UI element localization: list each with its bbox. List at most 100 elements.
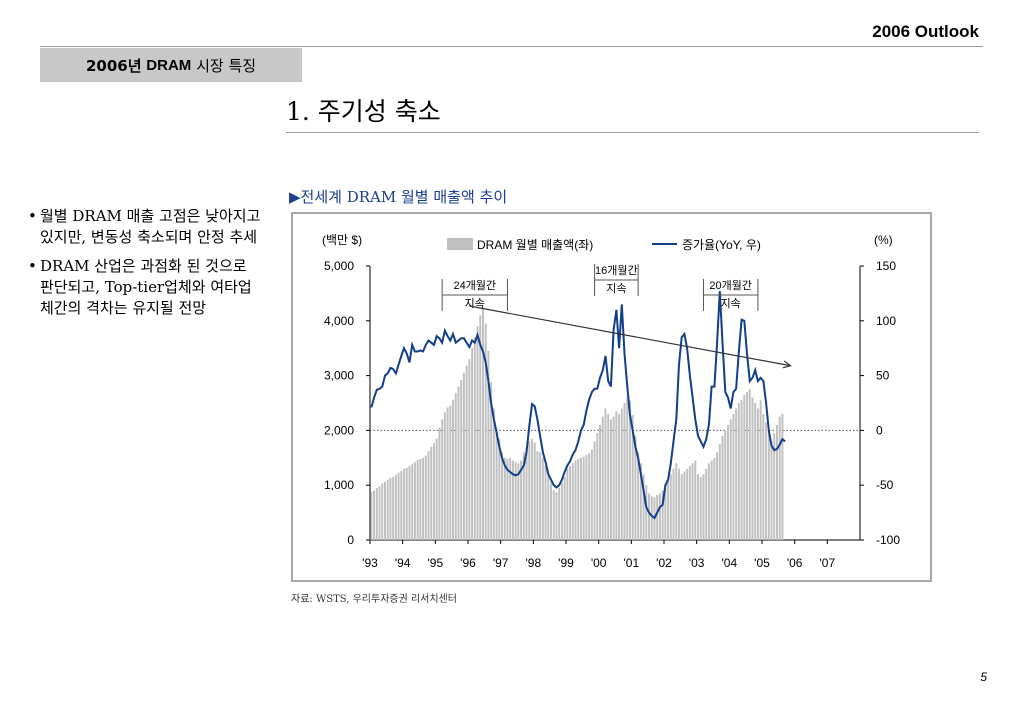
sales-bar bbox=[642, 474, 645, 540]
sales-bar bbox=[541, 457, 544, 540]
sales-bar bbox=[386, 479, 389, 540]
sales-bar bbox=[520, 460, 523, 540]
section-tab: 2006년 DRAM 시장 특징 bbox=[40, 48, 302, 82]
x-axis-tick-label: '01 bbox=[624, 556, 640, 570]
annotation-sublabel: 지속 bbox=[721, 297, 741, 310]
right-axis-tick-label: -100 bbox=[876, 533, 900, 547]
sales-bar bbox=[582, 456, 585, 540]
sales-bar bbox=[593, 441, 596, 540]
sales-bar bbox=[471, 348, 474, 540]
sales-bar bbox=[781, 413, 784, 540]
sales-bar bbox=[571, 463, 574, 540]
sales-bar bbox=[452, 399, 455, 540]
right-axis-unit: (%) bbox=[874, 233, 893, 247]
sales-bar bbox=[770, 441, 773, 540]
x-axis-tick-label: '97 bbox=[493, 556, 509, 570]
sales-bar bbox=[495, 427, 498, 540]
sales-bar bbox=[446, 407, 449, 540]
sales-bar bbox=[743, 394, 746, 540]
right-axis-tick-label: -50 bbox=[876, 478, 894, 492]
sales-bar bbox=[473, 337, 476, 540]
sales-bar bbox=[634, 435, 637, 540]
sales-bar bbox=[454, 393, 457, 540]
sales-bar bbox=[639, 463, 642, 540]
sales-bar bbox=[626, 397, 629, 540]
sales-bar bbox=[607, 413, 610, 540]
sales-bar bbox=[618, 413, 621, 540]
legend-label-sales: DRAM 월별 매출액(좌) bbox=[477, 238, 593, 252]
sales-bar bbox=[680, 474, 683, 540]
sales-bar bbox=[620, 408, 623, 540]
sales-bar bbox=[566, 468, 569, 540]
sales-bar bbox=[590, 449, 593, 540]
sales-bar bbox=[522, 452, 525, 540]
chart-frame bbox=[291, 212, 932, 582]
sales-bar bbox=[699, 476, 702, 540]
sales-bar bbox=[503, 457, 506, 540]
sales-bar bbox=[658, 493, 661, 540]
sales-bar bbox=[702, 474, 705, 540]
sales-bar bbox=[707, 463, 710, 540]
sales-bar bbox=[574, 460, 577, 540]
sales-bar bbox=[389, 478, 392, 540]
x-axis-tick-label: '98 bbox=[526, 556, 542, 570]
left-axis-unit: (백만 $) bbox=[322, 233, 362, 247]
sales-bar bbox=[424, 455, 427, 540]
right-axis-tick-label: 100 bbox=[876, 314, 896, 328]
x-axis-tick-label: '94 bbox=[395, 556, 411, 570]
section-tab-bold: DRAM bbox=[146, 56, 192, 74]
right-axis-tick-label: 150 bbox=[876, 259, 896, 273]
sales-bar bbox=[716, 452, 719, 540]
sales-bar bbox=[726, 424, 729, 540]
sales-bar bbox=[677, 468, 680, 540]
sales-bar bbox=[612, 416, 615, 540]
sales-bar bbox=[397, 472, 400, 540]
x-axis-tick-label: '00 bbox=[591, 556, 607, 570]
sales-bar bbox=[501, 452, 504, 540]
sales-bar bbox=[511, 460, 514, 540]
sales-bar bbox=[498, 438, 501, 540]
section-tab-rest: 시장 특징 bbox=[196, 56, 257, 75]
page-title: 1. 주기성 축소 bbox=[286, 97, 441, 126]
sales-bar bbox=[419, 458, 422, 540]
sales-bar bbox=[457, 386, 460, 540]
x-axis-tick-label: '03 bbox=[689, 556, 705, 570]
x-axis-tick-label: '93 bbox=[362, 556, 378, 570]
annotation-sublabel: 지속 bbox=[465, 297, 485, 310]
sales-bar bbox=[672, 468, 675, 540]
sales-bar bbox=[688, 466, 691, 540]
sales-bar bbox=[383, 481, 386, 540]
left-axis-tick-label: 0 bbox=[347, 533, 354, 547]
sales-bar bbox=[686, 468, 689, 540]
sales-bar bbox=[381, 483, 384, 540]
sales-bar bbox=[609, 419, 612, 540]
sales-bar bbox=[669, 474, 672, 540]
sales-bar bbox=[724, 430, 727, 540]
sales-bar bbox=[650, 496, 653, 540]
annotation-sublabel: 지속 bbox=[606, 282, 626, 295]
sales-bar bbox=[732, 413, 735, 540]
sales-bar bbox=[604, 408, 607, 540]
sales-bar bbox=[547, 475, 550, 540]
sales-bar bbox=[656, 495, 659, 540]
x-axis-tick-label: '07 bbox=[820, 556, 836, 570]
sales-bar bbox=[637, 452, 640, 540]
sales-bar bbox=[435, 438, 438, 540]
left-axis-tick-label: 3,000 bbox=[324, 369, 354, 383]
sales-bar bbox=[713, 457, 716, 540]
sales-bar bbox=[438, 427, 441, 540]
sales-bar bbox=[517, 463, 520, 540]
sales-bar bbox=[405, 467, 408, 540]
sales-bar bbox=[615, 411, 618, 540]
right-axis-tick-label: 0 bbox=[876, 423, 883, 437]
legend-label-growth: 증가율(YoY, 우) bbox=[682, 238, 761, 252]
x-axis-tick-label: '05 bbox=[754, 556, 770, 570]
annotation-label: 24개월간 bbox=[454, 279, 497, 292]
right-axis-tick-label: 50 bbox=[876, 369, 890, 383]
bullet-text: DRAM 산업은 과점화 된 것으로 판단되고, Top-tier업체와 여타업… bbox=[40, 257, 252, 317]
bullet-item: • 월별 DRAM 매출 고점은 낮아지고 있지만, 변동성 축소되며 안정 추세 bbox=[28, 206, 263, 248]
sales-bar bbox=[468, 359, 471, 540]
sales-bar bbox=[509, 457, 512, 540]
sales-bar bbox=[631, 415, 634, 540]
sales-bar bbox=[465, 365, 468, 540]
